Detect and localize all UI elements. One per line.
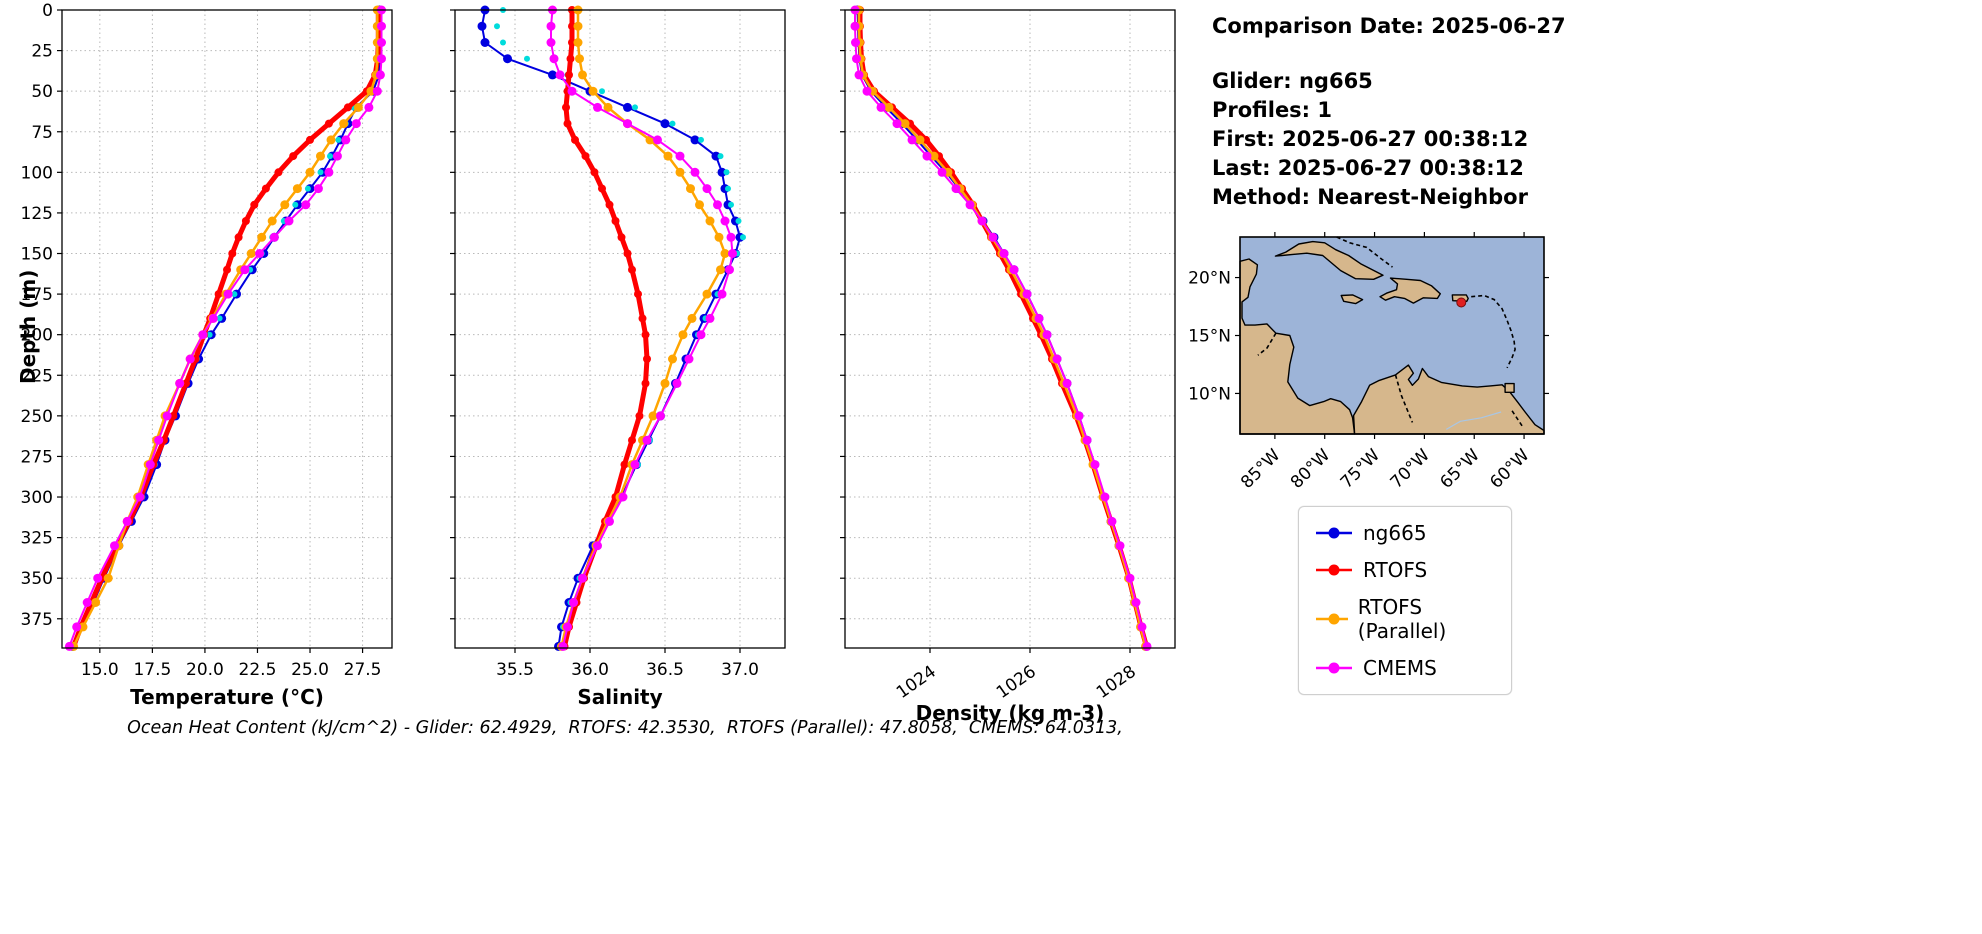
ohc-caption: Ocean Heat Content (kJ/cm^2) - Glider: 6… xyxy=(127,718,1123,738)
river-line xyxy=(1445,411,1502,430)
tick-labels: 35.5 36.0 36.5 37.0 xyxy=(450,9,759,680)
map-lat-label: 20°N xyxy=(1188,269,1231,289)
legend-marker-icon xyxy=(1316,613,1348,625)
y-tick-label: 350 xyxy=(21,569,53,589)
x-tick-label: 22.5 xyxy=(239,660,277,680)
map-lon-label: 65°W xyxy=(1436,445,1483,492)
island-chains-and-borders xyxy=(1257,236,1523,427)
gridlines xyxy=(845,9,1175,648)
legend: ng665 RTOFS RTOFS (Parallel) CMEMS xyxy=(1298,506,1512,695)
info-panel: Comparison Date: 2025-06-27 Glider: ng66… xyxy=(1212,12,1566,212)
y-tick-label: 225 xyxy=(21,366,53,386)
map-lon-label: 75°W xyxy=(1337,445,1384,492)
series-CMEMS xyxy=(850,5,1152,651)
glider-location-marker xyxy=(1456,297,1467,308)
last-time-text: Last: 2025-06-27 00:38:12 xyxy=(1212,156,1524,180)
y-tick-label: 25 xyxy=(31,42,53,62)
map-lon-label: 80°W xyxy=(1287,445,1334,492)
y-tick-label: 375 xyxy=(21,610,53,630)
y-tick-label: 300 xyxy=(21,488,53,508)
x-axis-label-0: Temperature (°C) xyxy=(130,685,324,709)
series-CMEMS xyxy=(546,5,737,651)
y-tick-label: 75 xyxy=(31,123,53,143)
x-tick-label: 17.5 xyxy=(133,660,171,680)
profiles-text: Profiles: 1 xyxy=(1212,98,1333,122)
glider-name-text: Glider: ng665 xyxy=(1212,69,1373,93)
map-lat-label: 15°N xyxy=(1188,327,1231,347)
x-tick-label: 27.5 xyxy=(344,660,382,680)
legend-item-rtofs: RTOFS xyxy=(1315,558,1495,582)
map-lon-label: 70°W xyxy=(1387,445,1434,492)
legend-marker-icon xyxy=(1316,564,1352,576)
x-tick-label: 35.5 xyxy=(496,660,534,680)
profile-plot-1: 35.5 36.0 36.5 37.0 Salinity xyxy=(450,5,786,709)
legend-item-rtofs-parallel-: RTOFS (Parallel) xyxy=(1315,595,1495,643)
x-tick-label: 20.0 xyxy=(186,660,224,680)
x-tick-label: 1026 xyxy=(993,662,1040,703)
x-tick-label: 36.5 xyxy=(646,660,684,680)
y-tick-label: 100 xyxy=(21,163,53,183)
gridlines xyxy=(455,9,785,648)
y-tick-label: 50 xyxy=(31,82,53,102)
density-panel: 1024 1026 1028 Density (kg m-3) xyxy=(840,5,1176,725)
legend-marker-icon xyxy=(1316,662,1352,674)
salinity-panel: 35.5 36.0 36.5 37.0 Salinity xyxy=(450,5,786,709)
y-tick-label: 325 xyxy=(21,529,53,549)
series-CMEMS xyxy=(64,5,386,651)
map-lat-label: 10°N xyxy=(1188,384,1231,404)
y-tick-label: 250 xyxy=(21,407,53,427)
legend-marker-icon xyxy=(1316,527,1352,539)
legend-label: ng665 xyxy=(1363,521,1427,545)
profile-plot-0: 0 25 50 75 100 125 150 175 200 225 250 275 300 325 350… xyxy=(21,1,393,709)
caribbean-map: 85°W 80°W 75°W 70°W 65°W 60°W 20°N 15°N 10°N xyxy=(1188,232,1549,493)
x-tick-label: 37.0 xyxy=(721,660,759,680)
comparison-date-text: Comparison Date: 2025-06-27 xyxy=(1212,14,1566,38)
x-tick-label: 25.0 xyxy=(291,660,329,680)
info-spacer xyxy=(1212,41,1566,67)
x-tick-label: 15.0 xyxy=(81,660,119,680)
legend-label: RTOFS xyxy=(1363,558,1428,582)
map-inset: 85°W 80°W 75°W 70°W 65°W 60°W 20°N 15°N 10°N xyxy=(1188,232,1549,493)
y-tick-label: 275 xyxy=(21,447,53,467)
legend-item-ng665: ng665 xyxy=(1315,521,1495,545)
y-tick-label: 125 xyxy=(21,204,53,224)
legend-item-cmems: CMEMS xyxy=(1315,656,1495,680)
method-text: Method: Nearest-Neighbor xyxy=(1212,185,1528,209)
x-tick-label: 36.0 xyxy=(571,660,609,680)
x-axis-label-2: Density (kg m-3) xyxy=(916,701,1105,725)
y-tick-label: 150 xyxy=(21,245,53,265)
first-time-text: First: 2025-06-27 00:38:12 xyxy=(1212,127,1529,151)
y-tick-label: 175 xyxy=(21,285,53,305)
temperature-panel: 0 25 50 75 100 125 150 175 200 225 250 275 300 325 350… xyxy=(21,1,393,709)
land-polygons xyxy=(1239,240,1545,435)
map-lon-label: 85°W xyxy=(1237,445,1284,492)
x-tick-label: 1024 xyxy=(893,662,940,703)
x-axis-label-1: Salinity xyxy=(577,685,662,709)
y-tick-label: 200 xyxy=(21,326,53,346)
legend-label: RTOFS (Parallel) xyxy=(1357,595,1447,643)
map-lon-label: 60°W xyxy=(1486,445,1533,492)
tick-labels: 0 25 50 75 100 125 150 175 200 225 250 275 300 325 350… xyxy=(21,1,382,680)
x-tick-label: 1028 xyxy=(1093,662,1140,703)
y-tick-label: 0 xyxy=(42,1,53,21)
legend-label: CMEMS xyxy=(1363,656,1437,680)
